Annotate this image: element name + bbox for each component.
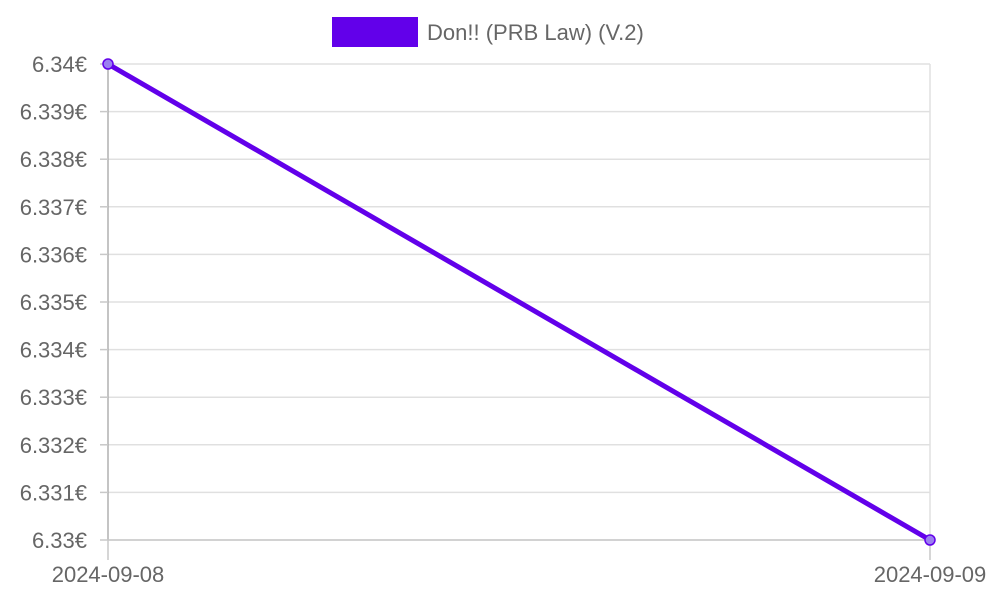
y-tick-label: 6.334€: [20, 338, 87, 363]
y-tick-label: 6.336€: [20, 242, 87, 267]
y-tick-label: 6.337€: [20, 195, 87, 220]
y-tick-label: 6.339€: [20, 100, 87, 125]
legend-label[interactable]: Don!! (PRB Law) (V.2): [427, 20, 644, 45]
y-tick-label: 6.331€: [20, 480, 87, 505]
x-tick-label: 2024-09-09: [874, 562, 987, 587]
x-tick-label: 2024-09-08: [52, 562, 165, 587]
y-axis-ticks: 6.34€ 6.339€ 6.338€ 6.337€ 6.336€ 6.335€ 6.334…: [20, 52, 108, 553]
y-tick-label: 6.34€: [32, 52, 87, 77]
series-line: [106, 61, 932, 543]
y-tick-label: 6.332€: [20, 433, 87, 458]
legend[interactable]: Don!! (PRB Law) (V.2): [332, 17, 644, 47]
series-group: [102, 58, 936, 546]
data-point[interactable]: [102, 58, 114, 70]
y-tick-label: 6.333€: [20, 385, 87, 410]
y-tick-label: 6.335€: [20, 290, 87, 315]
legend-swatch[interactable]: [332, 17, 418, 47]
y-tick-label: 6.338€: [20, 147, 87, 172]
data-point[interactable]: [924, 534, 936, 546]
x-axis-ticks: 2024-09-08 2024-09-09: [52, 540, 987, 587]
y-tick-label: 6.33€: [32, 528, 87, 553]
